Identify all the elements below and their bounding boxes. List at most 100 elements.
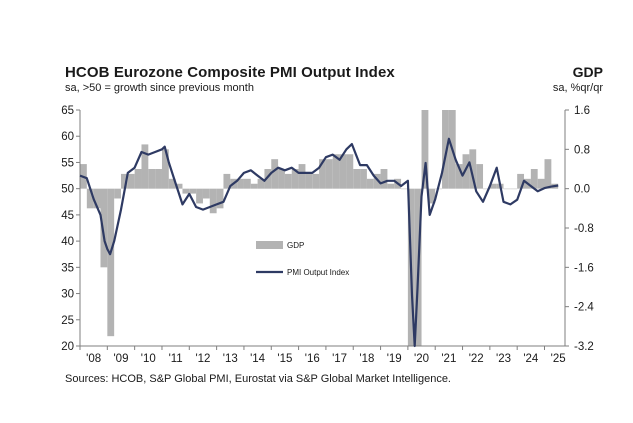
- legend-gdp-label: GDP: [287, 241, 304, 250]
- right-tick-label: -3.2: [574, 341, 594, 353]
- x-tick-label: '17: [332, 353, 347, 365]
- gdp-bar: [483, 188, 490, 190]
- gdp-bar: [134, 169, 142, 189]
- gdp-bar: [544, 159, 552, 189]
- gdp-bar: [250, 183, 258, 189]
- left-tick-label: 30: [61, 289, 74, 301]
- gdp-bar: [325, 159, 333, 189]
- gdp-bar: [537, 178, 545, 189]
- pmi-line: [79, 137, 559, 348]
- right-tick-label: 0.8: [574, 144, 590, 156]
- gdp-bar: [223, 173, 231, 189]
- gdp-bar: [107, 188, 115, 337]
- gdp-bar: [257, 178, 265, 189]
- gdp-bar: [489, 183, 497, 189]
- x-tick-label: '10: [141, 353, 156, 365]
- x-tick-label: '23: [496, 353, 511, 365]
- gdp-bar: [202, 188, 210, 199]
- gdp-bar: [339, 154, 347, 189]
- gdp-bar: [243, 178, 251, 189]
- gdp-bar: [517, 173, 525, 189]
- gdp-bar: [216, 188, 224, 209]
- gdp-bar: [120, 173, 128, 189]
- gdp-bar: [428, 188, 436, 204]
- x-tick-label: '18: [359, 353, 374, 365]
- x-tick-label: '13: [223, 353, 238, 365]
- left-tick-label: 20: [61, 341, 74, 353]
- chart-legend: GDP PMI Output Index: [256, 241, 349, 277]
- left-tick-label: 65: [61, 105, 74, 117]
- gdp-bar: [161, 149, 169, 189]
- left-tick-label: 25: [61, 315, 74, 327]
- gdp-bar: [360, 169, 367, 189]
- gdp-bar: [196, 188, 203, 204]
- x-tick-label: '22: [469, 353, 484, 365]
- gdp-bar: [332, 154, 340, 189]
- gdp-bar: [476, 164, 484, 189]
- gdp-bar: [353, 169, 361, 189]
- right-axis-subtitle: sa, %qr/qr: [552, 82, 603, 94]
- tick-labels: 20 25 30 35 40 45 50 55 60 65 -3.2 -2.4 -1.6 -0.8 0.0 0…: [61, 105, 594, 365]
- gdp-bar: [148, 169, 156, 189]
- left-tick-label: 40: [61, 236, 74, 248]
- pmi-line-group: [79, 137, 559, 348]
- x-tick-label: '19: [387, 353, 402, 365]
- gdp-bar: [86, 188, 94, 209]
- gdp-bar: [209, 188, 217, 214]
- right-tick-label: -1.6: [574, 262, 594, 274]
- gdp-bar: [510, 188, 518, 190]
- x-tick-label: '20: [414, 353, 429, 365]
- left-tick-label: 35: [61, 262, 74, 274]
- gdp-bar: [168, 178, 176, 189]
- left-tick-label: 50: [61, 184, 74, 196]
- gdp-bar: [93, 188, 101, 209]
- gdp-bar: [530, 169, 538, 189]
- gdp-bar: [264, 169, 272, 189]
- chart-title: HCOB Eurozone Composite PMI Output Index: [65, 64, 395, 81]
- x-tick-label: '24: [523, 353, 539, 365]
- right-axis-title: GDP: [572, 64, 603, 80]
- gdp-bar: [469, 149, 477, 189]
- legend-gdp-swatch: [256, 241, 283, 249]
- gdp-bars: [80, 110, 559, 346]
- gdp-bar: [312, 173, 320, 189]
- gdp-bar: [503, 188, 511, 190]
- gdp-bar: [366, 178, 374, 189]
- x-tick-label: '14: [250, 353, 266, 365]
- gdp-bar: [114, 188, 121, 199]
- chart-subtitle: sa, >50 = growth since previous month: [65, 82, 254, 94]
- left-tick-label: 55: [61, 157, 74, 169]
- x-tick-label: '15: [277, 353, 292, 365]
- gdp-bar: [387, 183, 395, 189]
- gdp-bar: [284, 173, 292, 189]
- gdp-bar: [141, 144, 149, 189]
- gdp-bar: [291, 169, 299, 189]
- gdp-bar: [305, 173, 313, 189]
- gdp-bar: [298, 164, 306, 189]
- left-tick-label: 45: [61, 210, 74, 222]
- legend-pmi-label: PMI Output Index: [287, 268, 349, 277]
- gdp-bar: [127, 173, 135, 189]
- right-tick-label: -0.8: [574, 223, 594, 235]
- gdp-bar: [175, 183, 183, 189]
- gdp-bar: [346, 154, 354, 189]
- gdp-bar: [278, 169, 285, 189]
- x-tick-label: '16: [305, 353, 320, 365]
- gdp-bar: [462, 154, 470, 189]
- x-tick-label: '08: [86, 353, 101, 365]
- x-tick-label: '11: [169, 353, 183, 365]
- gdp-bar: [380, 169, 388, 189]
- x-tick-label: '25: [551, 353, 566, 365]
- gdp-bar: [442, 110, 449, 189]
- gdp-bar: [237, 178, 244, 189]
- gdp-bar: [421, 110, 429, 189]
- x-tick-label: '09: [113, 353, 128, 365]
- gdp-bar: [455, 164, 463, 189]
- gdp-bar: [100, 188, 108, 268]
- right-tick-label: -2.4: [574, 302, 594, 314]
- x-tick-label: '21: [441, 353, 456, 365]
- gdp-bar: [319, 159, 326, 189]
- gdp-bar: [373, 173, 381, 189]
- chart-axes: [76, 109, 569, 350]
